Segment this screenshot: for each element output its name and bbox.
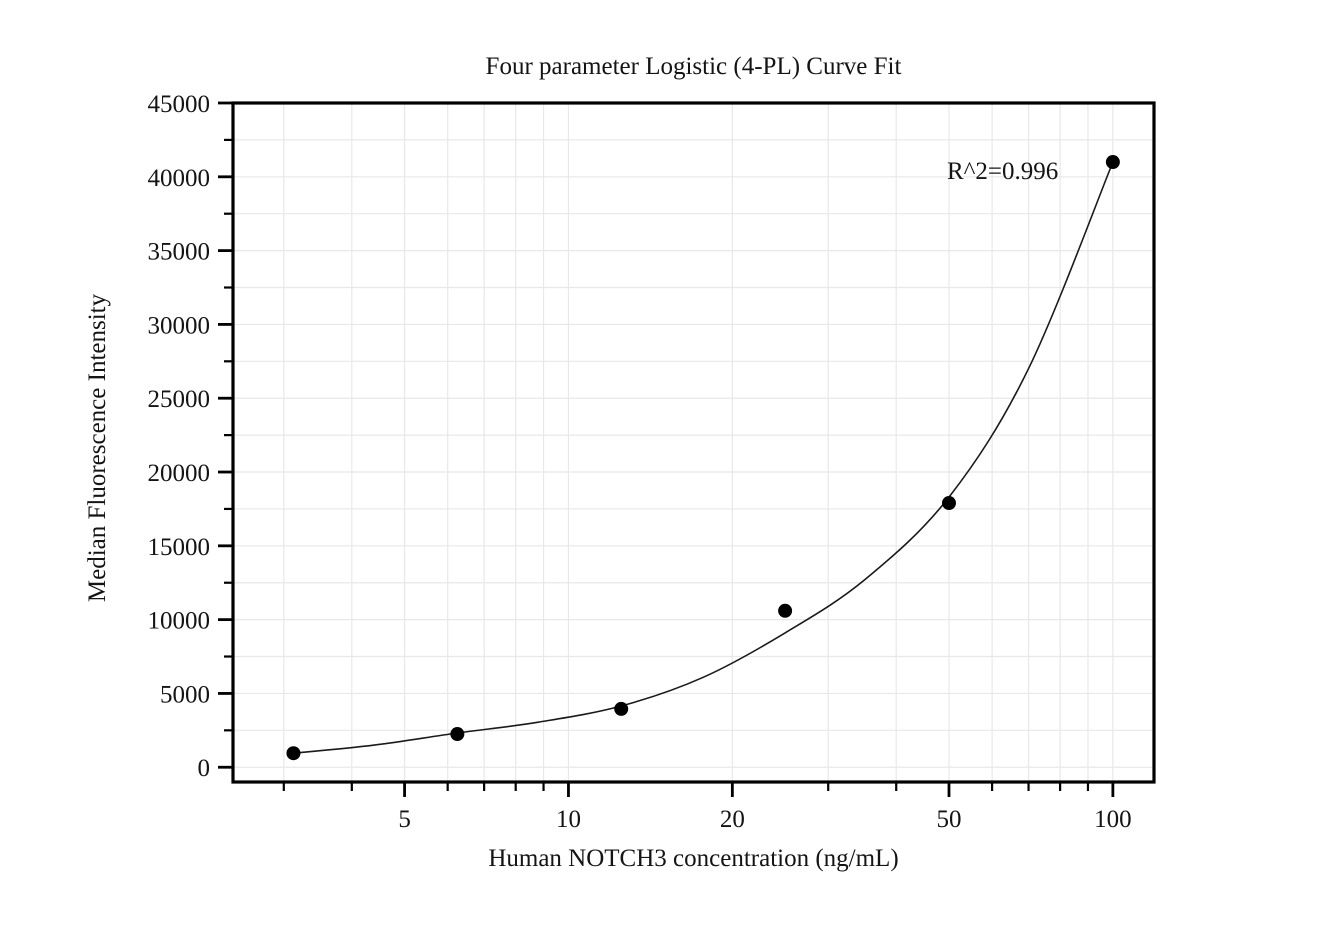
y-tick-label: 15000 <box>148 534 211 561</box>
y-tick-label: 30000 <box>148 312 211 339</box>
y-tick-label: 5000 <box>160 681 210 708</box>
data-point <box>1105 155 1120 170</box>
y-tick-label: 10000 <box>148 608 211 635</box>
data-point <box>614 701 629 716</box>
x-axis-title: Human NOTCH3 concentration (ng/mL) <box>488 845 899 872</box>
y-tick-label: 25000 <box>148 386 211 413</box>
y-tick-label: 20000 <box>148 460 211 487</box>
chart-title: Four parameter Logistic (4-PL) Curve Fit <box>485 53 902 80</box>
data-point <box>941 496 956 511</box>
x-tick-label: 5 <box>398 806 411 833</box>
y-tick-label: 35000 <box>148 239 211 266</box>
y-tick-label: 0 <box>198 755 211 782</box>
fit-curve <box>293 161 1114 754</box>
x-tick-label: 10 <box>556 806 581 833</box>
x-tick-label: 50 <box>936 806 961 833</box>
data-point <box>286 746 301 761</box>
data-point <box>450 727 465 742</box>
y-tick-label: 45000 <box>148 91 211 118</box>
y-axis-title: Median Fluorescence Intensity <box>84 293 111 603</box>
x-tick-label: 100 <box>1094 806 1132 833</box>
plot-border <box>231 101 1156 784</box>
r-squared-annotation: R^2=0.996 <box>947 158 1059 185</box>
y-tick-label: 40000 <box>148 165 211 192</box>
data-point <box>778 603 793 618</box>
x-tick-label: 20 <box>720 806 745 833</box>
